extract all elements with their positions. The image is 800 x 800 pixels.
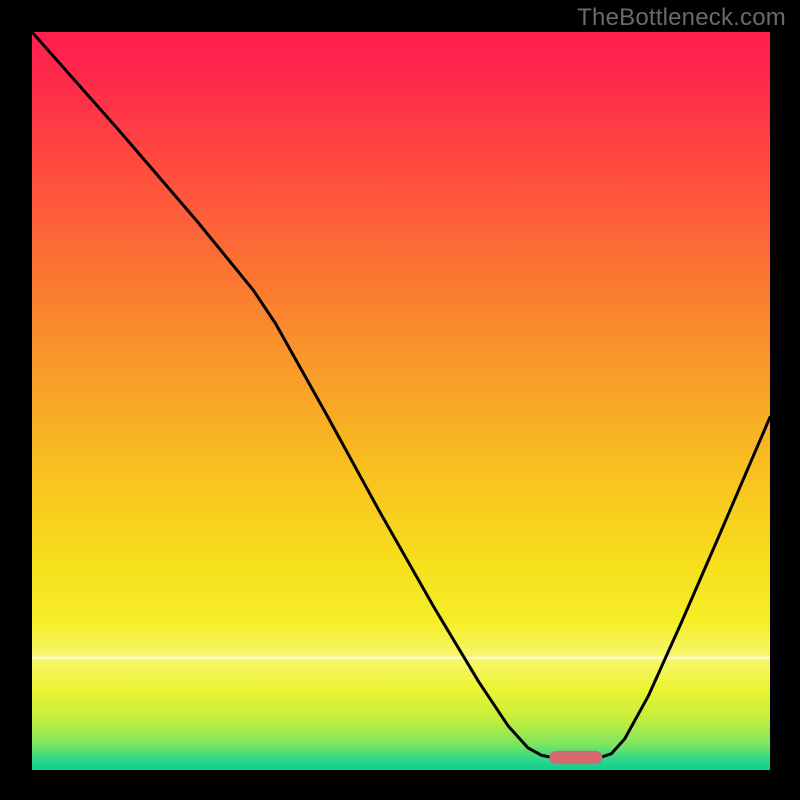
bottleneck-chart: [32, 32, 770, 770]
gradient-background: [32, 32, 770, 770]
optimal-marker: [549, 751, 602, 764]
chart-frame: [32, 32, 770, 770]
watermark-text: TheBottleneck.com: [577, 4, 786, 32]
